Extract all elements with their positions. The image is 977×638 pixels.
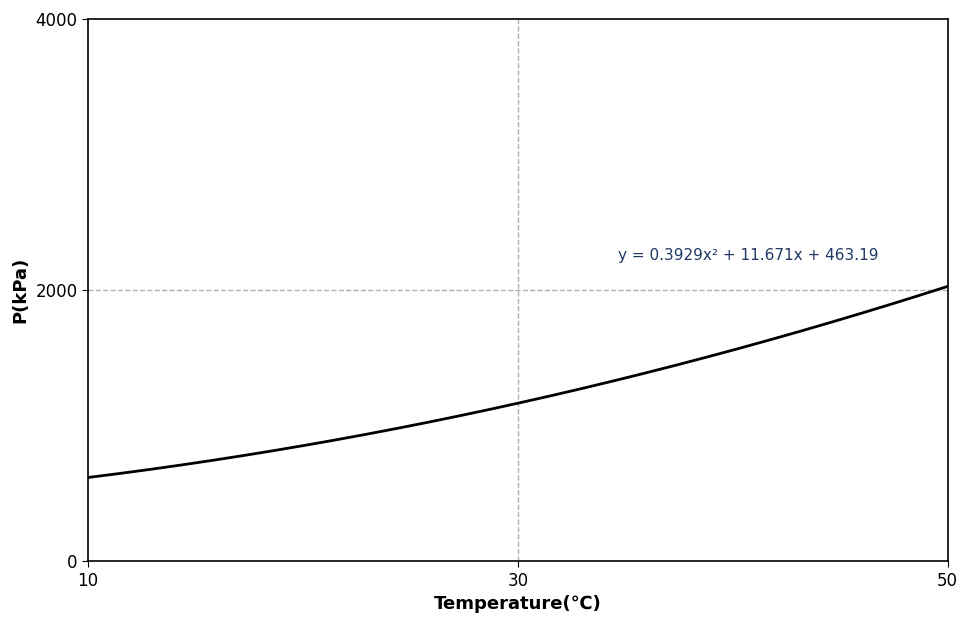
Y-axis label: P(kPa): P(kPa) [12,257,30,323]
Text: y = 0.3929x² + 11.671x + 463.19: y = 0.3929x² + 11.671x + 463.19 [618,248,879,263]
X-axis label: Temperature(℃): Temperature(℃) [434,595,602,613]
